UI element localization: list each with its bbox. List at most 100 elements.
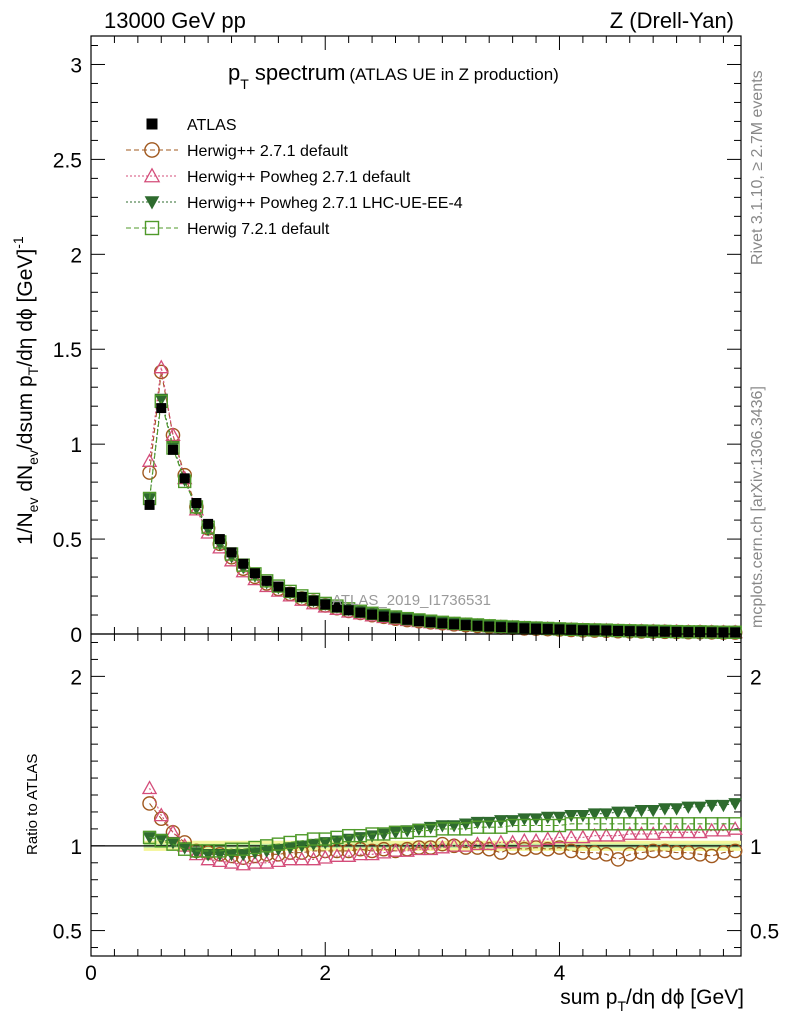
data-point xyxy=(683,627,694,638)
data-point xyxy=(273,581,284,592)
ratio-point xyxy=(645,826,661,840)
ratio-point xyxy=(434,839,451,854)
data-point xyxy=(730,627,741,638)
data-point xyxy=(378,611,389,622)
ratio-point xyxy=(330,835,344,848)
data-point xyxy=(636,626,647,637)
data-point xyxy=(437,618,448,629)
ratio-point xyxy=(329,848,345,862)
data-point xyxy=(296,591,307,602)
ratio-point xyxy=(470,816,485,830)
data-point xyxy=(648,626,659,637)
data-point xyxy=(472,620,483,631)
ratio-point xyxy=(540,831,556,845)
ratio-point xyxy=(376,844,392,859)
y-tick-label: 2.5 xyxy=(53,149,82,172)
data-point xyxy=(449,619,460,630)
plot-title: pT spectrum (ATLAS UE in Z production) xyxy=(228,60,559,92)
y-tick-label: 1.5 xyxy=(53,339,82,362)
ratio-point xyxy=(551,829,568,844)
x-tick-label: 2 xyxy=(319,962,331,985)
ratio-point xyxy=(563,843,579,859)
ratio-point xyxy=(611,806,625,819)
data-point xyxy=(425,617,436,628)
ratio-point xyxy=(422,841,439,856)
ratio-uncertainty-band xyxy=(91,840,741,851)
data-point xyxy=(554,624,565,635)
ratio-point xyxy=(235,856,251,871)
ratio-line xyxy=(149,823,736,852)
legend-marker xyxy=(144,196,160,210)
legend-label: Herwig++ Powheg 2.7.1 default xyxy=(187,169,411,186)
series-point xyxy=(200,524,216,539)
data-point xyxy=(156,403,167,414)
x-tick-label: 0 xyxy=(85,962,97,985)
ratio-point xyxy=(376,841,392,857)
ratio-point xyxy=(388,826,403,840)
main-ticks xyxy=(90,36,741,635)
ratio-point xyxy=(317,849,333,864)
ratio-point xyxy=(270,853,287,868)
ratio-point xyxy=(681,801,696,814)
ratio-point xyxy=(258,854,275,869)
data-point xyxy=(238,558,249,569)
ratio-point xyxy=(540,811,555,825)
ratio-y-axis-label: Ratio to ATLAS xyxy=(24,754,41,855)
ratio-point xyxy=(692,847,708,862)
legend-entry: Herwig++ Powheg 2.7.1 default xyxy=(126,167,411,186)
legend-entry: Herwig++ 2.7.1 default xyxy=(126,142,349,160)
ratio-point xyxy=(399,842,415,857)
main-y-tick-labels: 0 0.5 1 1.5 2 2.5 3 xyxy=(53,54,82,647)
ratio-point xyxy=(587,808,602,821)
ratio-point xyxy=(728,798,742,811)
series-point xyxy=(154,393,169,407)
legend: ATLAS Herwig++ 2.7.1 default Herwig++ Powh… xyxy=(126,117,463,238)
legend-label: Herwig++ Powheg 2.7.1 LHC-UE-EE-4 xyxy=(187,195,463,212)
x-axis-label: sum pT/dη dϕ [GeV] xyxy=(560,986,744,1014)
ratio-point xyxy=(200,851,216,866)
ratio-point xyxy=(704,799,719,813)
main-panel: 0 0.5 1 1.5 2 2.5 3 xyxy=(53,35,743,647)
data-point xyxy=(624,626,635,637)
ratio-point xyxy=(693,801,707,814)
ratio-point xyxy=(727,843,743,859)
ratio-point xyxy=(446,837,462,852)
legend-label: Herwig 7.2.1 default xyxy=(187,221,330,238)
ratio-point xyxy=(528,832,544,847)
data-point xyxy=(718,627,729,638)
ratio-point xyxy=(458,837,474,852)
ratio-point xyxy=(622,847,638,862)
ratio-y-tick-label-right: 1 xyxy=(750,836,762,859)
data-point xyxy=(613,625,624,636)
ratio-point xyxy=(469,836,486,851)
ratio-point xyxy=(201,849,215,862)
data-point xyxy=(577,625,588,636)
series-point xyxy=(165,427,181,443)
legend-marker xyxy=(144,142,160,158)
data-point xyxy=(261,575,272,586)
ratio-point xyxy=(212,849,227,862)
ratio-point xyxy=(282,851,298,866)
x-tick-label: 4 xyxy=(554,962,566,985)
legend-marker xyxy=(146,118,158,130)
ratio-y-tick-label-left: 1 xyxy=(70,836,82,859)
ratio-point xyxy=(540,841,556,857)
data-point xyxy=(285,587,296,598)
data-point xyxy=(226,547,237,558)
ratio-point xyxy=(586,827,603,842)
ratio-point xyxy=(352,846,369,861)
data-point xyxy=(214,534,225,545)
ratio-y-tick-label-left: 2 xyxy=(70,666,82,689)
ratio-point xyxy=(669,845,684,860)
analysis-watermark: ATLAS_2019_I1736531 xyxy=(332,592,491,609)
ratio-y-tick-label-right: 2 xyxy=(750,666,762,689)
data-point xyxy=(308,595,319,606)
data-point xyxy=(542,624,553,635)
series-point xyxy=(728,625,742,639)
data-point xyxy=(390,613,401,624)
ratio-point xyxy=(141,780,158,795)
ratio-point xyxy=(504,834,521,849)
data-point xyxy=(179,473,190,484)
energy-label: 13000 GeV pp xyxy=(104,8,246,33)
ratio-y-tick-labels: 0.5 0.5 1 1 2 2 xyxy=(53,666,779,943)
